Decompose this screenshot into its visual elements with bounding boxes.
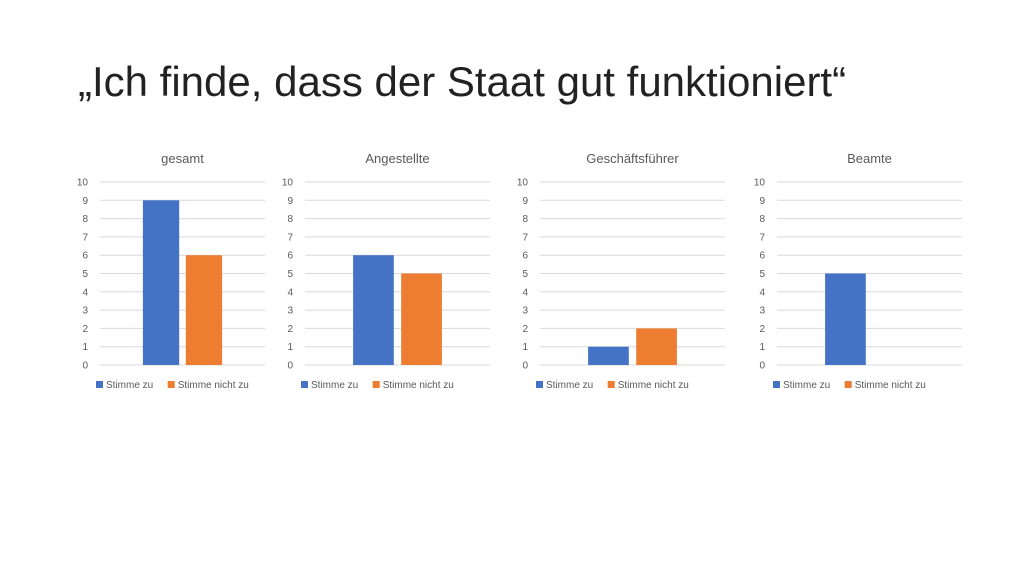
y-tick-label: 5 bbox=[759, 269, 765, 280]
y-tick-label: 2 bbox=[287, 324, 293, 335]
bar-stimme-nicht-zu bbox=[636, 328, 677, 365]
y-tick-label: 7 bbox=[82, 232, 88, 243]
chart-title: Geschäftsführer bbox=[586, 151, 679, 166]
legend-swatch bbox=[844, 381, 852, 388]
y-tick-label: 10 bbox=[77, 178, 89, 189]
chart-4: Beamte 0 1 2 3 4 5 6 7 8 9 10 Stimme zu Stimme nicht … bbox=[754, 151, 962, 391]
y-tick-label: 9 bbox=[82, 196, 88, 207]
chart-3: Geschäftsführer 0 1 2 3 4 5 6 7 8 9 10 Stimme zu Stim… bbox=[517, 151, 725, 391]
legend-label: Stimme nicht zu bbox=[618, 380, 689, 391]
y-tick-label: 10 bbox=[517, 178, 529, 189]
legend-swatch bbox=[96, 381, 103, 388]
legend-swatch bbox=[301, 381, 308, 388]
y-tick-label: 9 bbox=[287, 196, 293, 207]
y-tick-label: 3 bbox=[522, 306, 528, 317]
y-tick-label: 3 bbox=[759, 306, 765, 317]
chart-title: Angestellte bbox=[365, 151, 429, 166]
y-tick-label: 2 bbox=[759, 324, 765, 335]
legend-label: Stimme nicht zu bbox=[855, 380, 926, 391]
y-tick-label: 5 bbox=[82, 269, 88, 280]
legend-label: Stimme zu bbox=[546, 380, 593, 391]
y-tick-label: 8 bbox=[287, 214, 293, 225]
chart-title: gesamt bbox=[161, 151, 204, 166]
y-tick-label: 5 bbox=[287, 269, 293, 280]
chart-2: Angestellte 0 1 2 3 4 5 6 7 8 9 10 Stimme zu Stimme n… bbox=[282, 151, 490, 391]
legend-swatch bbox=[167, 381, 175, 388]
y-tick-label: 4 bbox=[82, 287, 88, 298]
y-tick-label: 9 bbox=[759, 196, 765, 207]
chart-title: Beamte bbox=[847, 151, 892, 166]
y-tick-label: 1 bbox=[287, 342, 293, 353]
bar-stimme-zu bbox=[142, 200, 180, 365]
y-tick-label: 7 bbox=[759, 232, 765, 243]
y-tick-label: 0 bbox=[759, 361, 765, 372]
y-tick-label: 0 bbox=[522, 361, 528, 372]
y-tick-label: 1 bbox=[759, 342, 765, 353]
legend-label: Stimme zu bbox=[311, 380, 358, 391]
y-tick-label: 2 bbox=[82, 324, 88, 335]
legend-label: Stimme zu bbox=[106, 380, 153, 391]
y-tick-label: 4 bbox=[287, 287, 293, 298]
y-tick-label: 3 bbox=[82, 306, 88, 317]
bar-stimme-zu bbox=[353, 255, 394, 365]
y-tick-label: 4 bbox=[522, 287, 528, 298]
y-tick-label: 6 bbox=[82, 251, 88, 262]
y-tick-label: 8 bbox=[522, 214, 528, 225]
y-tick-label: 6 bbox=[287, 251, 293, 262]
legend-swatch bbox=[773, 381, 780, 388]
y-tick-label: 10 bbox=[282, 178, 294, 189]
bar-stimme-nicht-zu bbox=[185, 255, 223, 365]
bar-stimme-nicht-zu bbox=[401, 273, 442, 365]
y-tick-label: 7 bbox=[522, 232, 528, 243]
legend-swatch bbox=[372, 381, 380, 388]
legend-label: Stimme zu bbox=[783, 380, 830, 391]
legend-swatch bbox=[607, 381, 615, 388]
y-tick-label: 5 bbox=[522, 269, 528, 280]
y-tick-label: 6 bbox=[522, 251, 528, 262]
y-tick-label: 10 bbox=[754, 178, 766, 189]
y-tick-label: 3 bbox=[287, 306, 293, 317]
y-tick-label: 0 bbox=[82, 361, 88, 372]
bar-stimme-zu bbox=[588, 346, 629, 365]
legend-label: Stimme nicht zu bbox=[383, 380, 454, 391]
legend-swatch bbox=[536, 381, 543, 388]
y-tick-label: 8 bbox=[82, 214, 88, 225]
y-tick-label: 8 bbox=[759, 214, 765, 225]
y-tick-label: 1 bbox=[522, 342, 528, 353]
y-tick-label: 6 bbox=[759, 251, 765, 262]
bar-stimme-zu bbox=[825, 273, 866, 365]
y-tick-label: 9 bbox=[522, 196, 528, 207]
slide-title: „Ich finde, dass der Staat gut funktioni… bbox=[78, 58, 847, 105]
y-tick-label: 0 bbox=[287, 361, 293, 372]
y-tick-label: 2 bbox=[522, 324, 528, 335]
chart-1: gesamt 0 1 2 3 4 5 6 7 8 9 10 Stimme zu Stimme nicht … bbox=[77, 151, 265, 391]
y-tick-label: 7 bbox=[287, 232, 293, 243]
y-tick-label: 4 bbox=[759, 287, 765, 298]
y-tick-label: 1 bbox=[82, 342, 88, 353]
legend-label: Stimme nicht zu bbox=[178, 380, 249, 391]
